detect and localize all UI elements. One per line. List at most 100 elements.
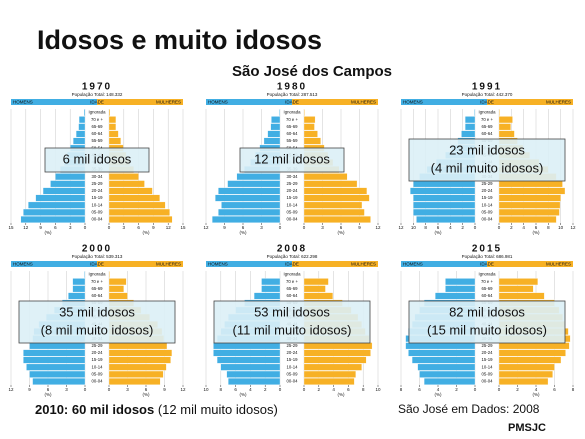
bar-homens: [218, 187, 281, 195]
pyramid-subtitle: População Total: 148.332: [72, 92, 123, 97]
bar-homens: [215, 194, 281, 202]
age-label: 00-04: [482, 379, 494, 384]
bar-mulheres: [498, 208, 560, 216]
pyramid-title: 1970: [82, 82, 112, 93]
age-label: Ignorada: [89, 110, 107, 115]
x-tick-label: 0: [303, 225, 306, 230]
bar-mulheres: [498, 370, 553, 378]
x-tick-label: 0: [303, 387, 306, 392]
x-tick-label: 4: [535, 387, 538, 392]
legend-entry: MULHERES: [546, 99, 571, 104]
annotation-box: [18, 300, 176, 344]
x-tick-label: 0: [108, 387, 111, 392]
bar-mulheres: [108, 278, 127, 286]
bar-mulheres: [498, 278, 538, 286]
age-label: 70 e +: [286, 117, 299, 122]
x-tick-label: 15: [180, 225, 186, 230]
x-axis-label: (%): [240, 392, 247, 397]
legend-entry: HOMENS: [208, 261, 228, 266]
x-tick-label: 3: [69, 225, 72, 230]
pyramid-title: 2008: [277, 244, 307, 255]
bar-homens: [267, 130, 281, 138]
bar-mulheres: [498, 201, 561, 209]
x-tick-label: 8: [547, 225, 550, 230]
bar-mulheres: [498, 378, 549, 385]
bar-homens: [26, 363, 86, 371]
bar-homens: [279, 109, 281, 116]
annotation-text: 23 mil idosos: [449, 142, 525, 157]
x-tick-label: 8: [400, 387, 403, 392]
y-axis-label: IDADE: [90, 99, 104, 104]
age-label: 60-64: [287, 293, 299, 298]
bar-mulheres: [303, 123, 315, 131]
x-axis-label: (%): [45, 230, 52, 235]
age-label: 10-14: [482, 202, 494, 207]
age-label: 60-64: [92, 131, 104, 136]
x-tick-label: 6: [54, 225, 57, 230]
x-axis-label: (%): [45, 392, 52, 397]
legend-entry: MULHERES: [546, 261, 571, 266]
annotation-text: (8 mil muito idosos): [41, 322, 154, 337]
bar-mulheres: [303, 292, 334, 300]
bar-homens: [68, 292, 86, 300]
bar-homens: [212, 216, 281, 223]
bar-homens: [50, 180, 86, 188]
bar-homens: [270, 123, 281, 131]
age-label: 05-09: [482, 209, 494, 214]
x-tick-label: 15: [8, 225, 14, 230]
x-tick-label: 2: [455, 387, 458, 392]
x-tick-label: 2: [510, 225, 513, 230]
x-axis-label: (%): [338, 230, 345, 235]
legend-entry: MULHERES: [156, 99, 181, 104]
footer-highlight: 2010: 60 mil idosos: [35, 402, 154, 417]
x-tick-label: 6: [242, 225, 245, 230]
header-bar-left: [206, 99, 292, 105]
bar-mulheres: [108, 271, 110, 278]
header-bar-right: [97, 99, 183, 105]
footer-summary: 2010: 60 mil idosos (12 mil muito idosos…: [35, 402, 278, 417]
bar-homens: [221, 201, 281, 209]
age-label: 30-34: [92, 174, 104, 179]
header-bar-left: [401, 261, 487, 267]
age-label: 00-04: [287, 379, 299, 384]
header-bar-left: [206, 261, 292, 267]
x-axis-label: (%): [435, 230, 442, 235]
header-bar-left: [11, 99, 97, 105]
x-tick-label: 3: [123, 225, 126, 230]
x-tick-label: 6: [47, 387, 50, 392]
x-axis-label: (%): [338, 392, 345, 397]
annotation-text: (4 mil muito idosos): [431, 160, 544, 175]
x-tick-label: 0: [279, 387, 282, 392]
age-label: 65-69: [287, 286, 299, 291]
x-axis-label: (%): [143, 392, 150, 397]
x-tick-label: 6: [535, 225, 538, 230]
bar-homens: [23, 356, 86, 364]
x-tick-label: 10: [411, 225, 417, 230]
age-label: 60-64: [482, 293, 494, 298]
age-label: 15-19: [92, 357, 104, 362]
header-bar-right: [487, 99, 573, 105]
bar-mulheres: [498, 130, 515, 138]
bar-mulheres: [498, 116, 513, 124]
age-label: Ignorada: [284, 110, 302, 115]
x-tick-label: 12: [375, 225, 381, 230]
bar-mulheres: [108, 194, 160, 202]
bar-mulheres: [498, 180, 563, 188]
bar-mulheres: [498, 285, 534, 293]
pyramid-title: 2000: [82, 244, 112, 255]
legend-entry: HOMENS: [208, 99, 228, 104]
pyramid-title: 1980: [277, 82, 307, 93]
x-tick-label: 2: [516, 387, 519, 392]
age-label: 65-69: [287, 124, 299, 129]
age-label: 00-04: [92, 217, 104, 222]
bar-homens: [416, 216, 476, 223]
bar-homens: [218, 208, 281, 216]
age-label: 65-69: [482, 124, 494, 129]
header-bar-left: [11, 261, 97, 267]
y-axis-label: IDADE: [480, 261, 494, 266]
x-tick-label: 4: [437, 387, 440, 392]
bar-mulheres: [108, 109, 111, 116]
footer-note: (12 mil muito idosos): [154, 402, 278, 417]
bar-homens: [72, 278, 86, 286]
bar-homens: [78, 116, 86, 124]
